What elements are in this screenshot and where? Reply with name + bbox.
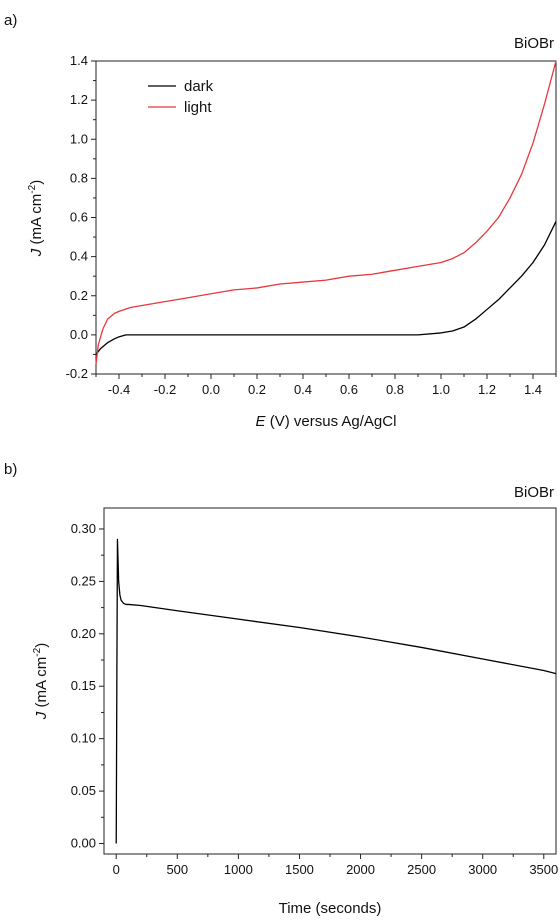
y-tick-label-b: 0.15 xyxy=(71,678,96,693)
x-tick-label-a: 1.2 xyxy=(478,382,496,397)
ticks-b: 0 500 1000 1500 2000 2500 3000 3500 0.00 0.05 0.10… xyxy=(71,521,559,877)
x-tick-label-a: 0.0 xyxy=(202,382,220,397)
plot-frame-b xyxy=(103,507,557,855)
x-tick-label-b: 1500 xyxy=(285,862,314,877)
y-tick-label-a: 0.0 xyxy=(70,327,88,342)
chart-b-stability: b) BiOBr 0 500 1000 1500 2000 2500 3000 3500 0.0… xyxy=(4,461,558,917)
x-tick-label-b: 3000 xyxy=(468,862,497,877)
series-line-light-a xyxy=(95,60,557,365)
y-axis-label-b: J (mA cm-2) xyxy=(32,643,50,720)
x-tick-label-a: 0.8 xyxy=(386,382,404,397)
annotation-a: BiOBr xyxy=(514,35,554,52)
x-tick-label-b: 1000 xyxy=(224,862,253,877)
y-tick-label-b: 0.20 xyxy=(71,626,96,641)
y-axis-label-a: J (mA cm-2) xyxy=(27,180,45,257)
x-tick-label-a: 0.2 xyxy=(248,382,266,397)
x-tick-label-b: 0 xyxy=(113,862,120,877)
x-tick-label-b: 3500 xyxy=(529,862,558,877)
legend-a: dark light xyxy=(148,78,214,116)
y-tick-label-b: 0.25 xyxy=(71,573,96,588)
y-tick-label-b: 0.05 xyxy=(71,783,96,798)
y-tick-label-a: 1.2 xyxy=(70,92,88,107)
x-tick-label-a: 0.4 xyxy=(294,382,312,397)
y-tick-label-b: 0.10 xyxy=(71,731,96,746)
series-line-series-0-b xyxy=(115,538,557,844)
series-group-b xyxy=(115,538,557,844)
y-tick-label-a: 0.6 xyxy=(70,210,88,225)
x-axis-label-a: E (V) versus Ag/AgCl xyxy=(256,413,397,430)
legend-label-dark: dark xyxy=(184,78,214,95)
y-tick-label-a: 0.8 xyxy=(70,170,88,185)
y-tick-label-a: 0.4 xyxy=(70,249,88,264)
chart-a-jv-curve: a) BiOBr -0.4 -0.2 0.0 0.2 0.4 0.6 0.8 1.0 1.2 1.… xyxy=(4,12,557,430)
x-axis-label-b: Time (seconds) xyxy=(279,900,382,917)
y-tick-label-b: 0.30 xyxy=(71,521,96,536)
panel-label-b: b) xyxy=(4,461,17,478)
y-tick-label-a: 0.2 xyxy=(70,288,88,303)
series-line-dark-a xyxy=(95,221,557,355)
y-tick-label-a: -0.2 xyxy=(66,366,88,381)
x-tick-label-a: 1.0 xyxy=(432,382,450,397)
y-tick-label-a: 1.0 xyxy=(70,131,88,146)
annotation-b: BiOBr xyxy=(514,484,554,501)
y-tick-label-b: 0.00 xyxy=(71,836,96,851)
x-tick-label-a: 0.6 xyxy=(340,382,358,397)
ticks-a: -0.4 -0.2 0.0 0.2 0.4 0.6 0.8 1.0 1.2 1.4 -0.2 0.0 0… xyxy=(66,53,557,397)
x-tick-label-a: 1.4 xyxy=(524,382,542,397)
y-tick-label-a: 1.4 xyxy=(70,53,88,68)
x-tick-label-a: -0.4 xyxy=(108,382,130,397)
x-tick-label-a: -0.2 xyxy=(154,382,176,397)
panel-label-a: a) xyxy=(4,12,17,29)
legend-label-light: light xyxy=(184,99,212,116)
plot-frame-a xyxy=(95,60,557,375)
x-tick-label-b: 500 xyxy=(166,862,188,877)
x-tick-label-b: 2000 xyxy=(346,862,375,877)
x-tick-label-b: 2500 xyxy=(407,862,436,877)
series-group-a xyxy=(95,60,557,365)
